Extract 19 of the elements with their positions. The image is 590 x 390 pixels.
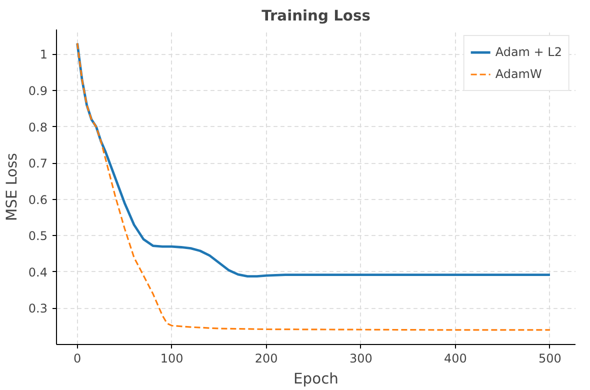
y-tick-label: 0.3 <box>28 302 48 316</box>
x-axis-title: Epoch <box>294 370 338 388</box>
x-tick-label: 100 <box>160 352 184 366</box>
legend-label: AdamW <box>495 67 542 81</box>
y-tick-label: 0.9 <box>28 84 48 98</box>
y-tick-label: 0.4 <box>28 265 48 280</box>
y-tick-label: 1 <box>40 48 48 62</box>
y-tick-label: 0.7 <box>28 156 48 171</box>
chart-title: Training Loss <box>262 8 371 24</box>
x-tick-label: 500 <box>538 352 562 366</box>
y-tick-label: 0.6 <box>28 192 48 207</box>
y-axis-title: MSE Loss <box>3 152 20 222</box>
y-tick-label: 0.8 <box>28 120 48 134</box>
x-tick-label: 400 <box>444 352 467 366</box>
y-tick-label: 0.5 <box>28 229 48 244</box>
x-tick-label: 300 <box>349 352 372 366</box>
x-tick-label: 200 <box>254 352 278 366</box>
x-tick-label: 0 <box>73 352 82 366</box>
legend-label: Adam + L2 <box>495 45 562 59</box>
